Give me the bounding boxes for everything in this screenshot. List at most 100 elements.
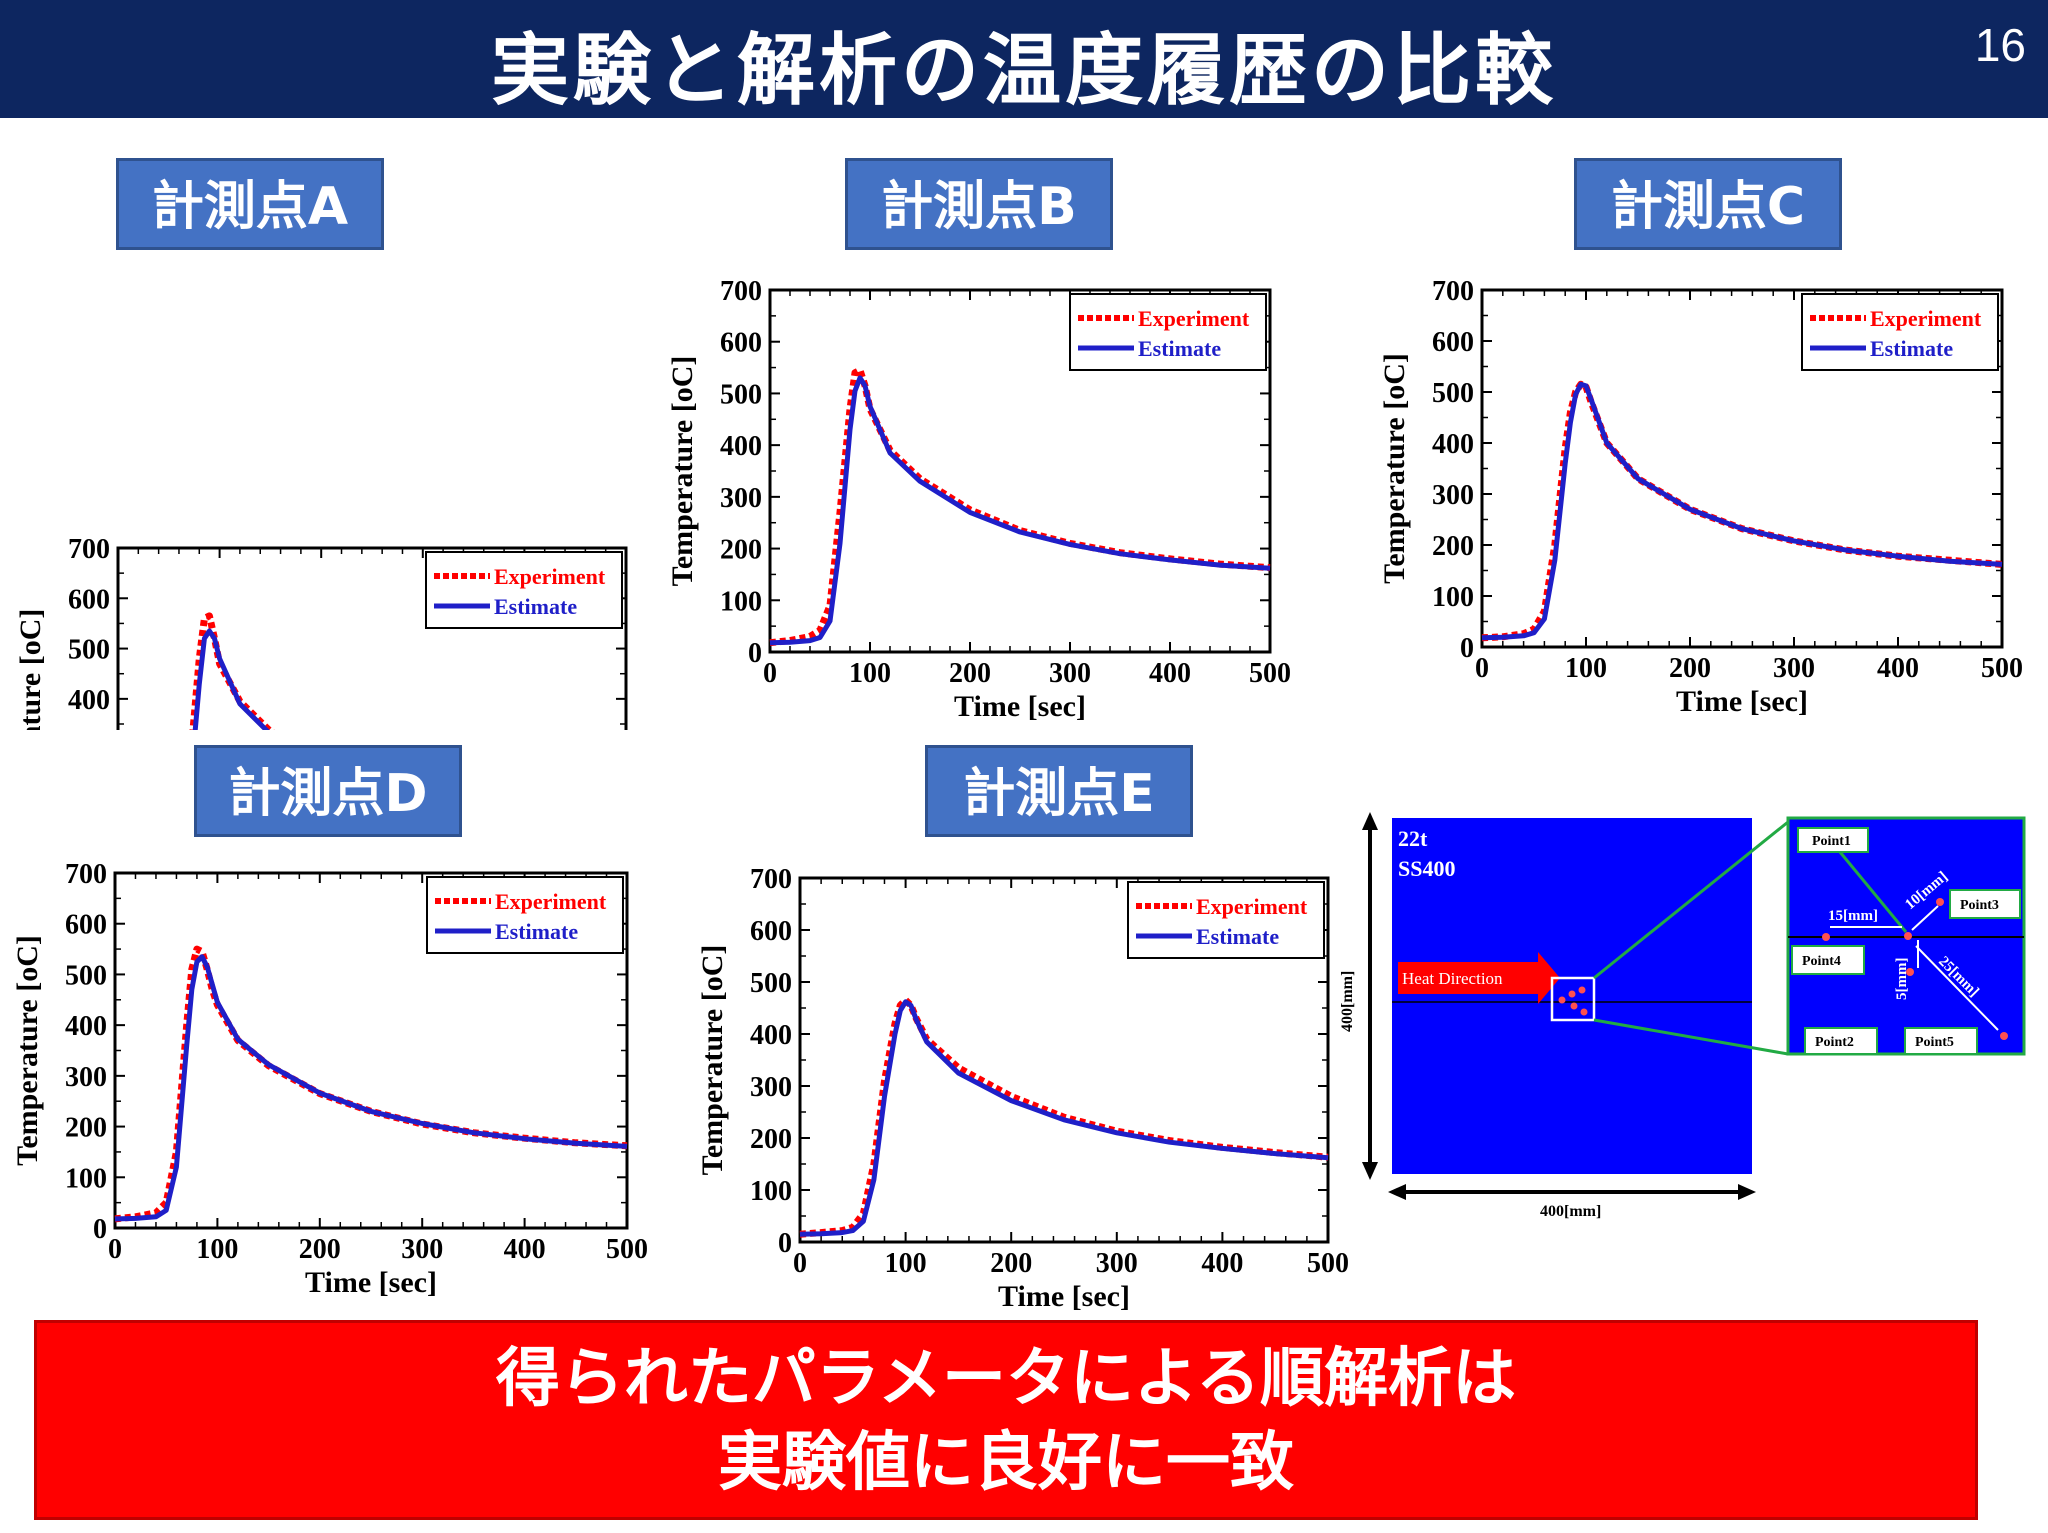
point4-box bbox=[1791, 945, 1865, 975]
x-tick-label: 500 bbox=[1307, 1248, 1349, 1279]
x-tick-label: 0 bbox=[793, 1248, 807, 1279]
chart-point-c: 0 100 200 300 400 500 600 700 0 100 200 300 400 500 Ti… bbox=[1378, 276, 2023, 718]
y-tick-label: 400 bbox=[720, 431, 762, 462]
legend bbox=[1069, 293, 1267, 371]
y-axis-label: Temperature [oC] bbox=[696, 945, 729, 1176]
y-tick-label: 400 bbox=[68, 685, 110, 716]
x-tick-label: 0 bbox=[1475, 653, 1489, 684]
x-tick-label: 300 bbox=[1773, 653, 1815, 684]
x-tick-label: 500 bbox=[1981, 653, 2023, 684]
dim-25mm bbox=[1915, 945, 1999, 1031]
dim-arrow bbox=[1362, 1162, 1378, 1180]
x-axis-label: Time [sec] bbox=[998, 1280, 1130, 1313]
dim-arrow bbox=[1738, 1184, 1756, 1200]
y-tick-label: 400 bbox=[65, 1011, 107, 1042]
point5-box bbox=[1904, 1027, 1978, 1055]
specimen-diagram: 22t SS400 Heat Direction 400[mm] 400[mm]… bbox=[1340, 812, 2026, 1220]
y-tick-label: 200 bbox=[65, 1113, 107, 1144]
point3-box bbox=[1949, 889, 2021, 919]
chart-point-a: 01002003004005006007000100200300400500Ti… bbox=[14, 534, 628, 730]
y-tick-label: 0 bbox=[778, 1228, 792, 1259]
chart-point-b: 0 100 200 300 400 500 600 700 0 100 200 300 400 500 Ti… bbox=[666, 276, 1291, 723]
y-tick-label: 300 bbox=[720, 483, 762, 514]
y-tick-label: 200 bbox=[1432, 531, 1474, 562]
point2-sensor bbox=[1906, 968, 1914, 976]
y-tick-label: 100 bbox=[1432, 582, 1474, 613]
y-tick-label: 600 bbox=[720, 328, 762, 359]
point2-label: Point2 bbox=[1815, 1035, 1854, 1050]
x-tick-label: 400 bbox=[1877, 653, 1919, 684]
series-estimate-line bbox=[114, 954, 628, 1222]
zoom-line-bottom bbox=[1593, 1018, 1789, 1056]
dim-10mm bbox=[1911, 905, 1939, 931]
legend bbox=[426, 876, 624, 954]
y-tick-label: 500 bbox=[1432, 378, 1474, 409]
x-tick-label: 100 bbox=[885, 1248, 927, 1279]
y-tick-label: 0 bbox=[1460, 633, 1474, 664]
y-tick-label: 100 bbox=[750, 1176, 792, 1207]
y-tick-label: 700 bbox=[720, 276, 762, 307]
point1-label: Point1 bbox=[1812, 834, 1851, 849]
legend-label: Experiment bbox=[494, 564, 606, 589]
zoom-line-top bbox=[1593, 820, 1789, 980]
point4-label: Point4 bbox=[1802, 954, 1841, 969]
x-tick-label: 500 bbox=[1249, 658, 1291, 689]
y-tick-label: 100 bbox=[65, 1163, 107, 1194]
page-number: 16 bbox=[1974, 19, 2026, 71]
sensor-dot bbox=[1558, 996, 1566, 1004]
y-tick-label: 100 bbox=[720, 586, 762, 617]
point1-box bbox=[1797, 827, 1869, 853]
dim-vertical-label: 400[mm] bbox=[1340, 971, 1356, 1032]
series-estimate-line bbox=[799, 999, 1329, 1237]
x-tick-label: 200 bbox=[949, 658, 991, 689]
x-tick-label: 200 bbox=[1669, 653, 1711, 684]
series-estimate-line bbox=[769, 375, 1271, 646]
y-tick-label: 700 bbox=[68, 534, 110, 565]
x-tick-label: 300 bbox=[1096, 1248, 1138, 1279]
y-tick-label: 600 bbox=[68, 584, 110, 615]
series-estimate-line bbox=[1481, 381, 2003, 641]
y-axis-label: Temperature [oC] bbox=[11, 935, 44, 1166]
plate-material: SS400 bbox=[1398, 856, 1455, 881]
y-tick-label: 500 bbox=[720, 379, 762, 410]
y-tick-label: 600 bbox=[1432, 327, 1474, 358]
y-tick-label: 500 bbox=[68, 635, 110, 666]
y-tick-label: 700 bbox=[750, 864, 792, 895]
legend-label: Experiment bbox=[1196, 894, 1308, 919]
x-tick-label: 100 bbox=[1565, 653, 1607, 684]
legend-label: Estimate bbox=[1138, 336, 1221, 361]
label-point-d: 計測点D bbox=[194, 745, 462, 837]
x-tick-label: 400 bbox=[504, 1234, 546, 1265]
y-tick-label: 600 bbox=[65, 910, 107, 941]
heat-direction-label: Heat Direction bbox=[1402, 969, 1503, 988]
legend-label: Experiment bbox=[495, 889, 607, 914]
y-axis-label: Temperature [oC] bbox=[666, 356, 699, 587]
center-sensor bbox=[1904, 932, 1912, 940]
point5-label: Point5 bbox=[1915, 1035, 1954, 1050]
x-axis-label: Time [sec] bbox=[305, 1266, 437, 1299]
y-tick-label: 200 bbox=[720, 535, 762, 566]
dim-5mm-label: 5[mm] bbox=[1894, 958, 1910, 1000]
x-tick-label: 200 bbox=[990, 1248, 1032, 1279]
slide-header: 実験と解析の温度履歴の比較 16 bbox=[0, 0, 2048, 118]
y-tick-label: 500 bbox=[750, 968, 792, 999]
y-tick-label: 0 bbox=[748, 638, 762, 669]
x-tick-label: 300 bbox=[401, 1234, 443, 1265]
x-tick-label: 100 bbox=[849, 658, 891, 689]
y-axis-label: Temperature [oC] bbox=[1378, 353, 1411, 584]
conclusion-banner: 得られたパラメータによる順解析は 実験値に良好に一致 bbox=[34, 1320, 1978, 1520]
x-axis-label: Time [sec] bbox=[954, 690, 1086, 723]
y-tick-label: 0 bbox=[93, 1214, 107, 1245]
y-tick-label: 200 bbox=[750, 1124, 792, 1155]
sensor-dot bbox=[1578, 986, 1586, 994]
plate-thickness: 22t bbox=[1398, 826, 1428, 851]
point5-sensor bbox=[2000, 1032, 2008, 1040]
conclusion-line-2: 実験値に良好に一致 bbox=[718, 1426, 1294, 1500]
x-tick-label: 100 bbox=[196, 1234, 238, 1265]
x-tick-label: 200 bbox=[299, 1234, 341, 1265]
conclusion-line-1: 得られたパラメータによる順解析は bbox=[495, 1342, 1517, 1416]
legend-label: Experiment bbox=[1870, 306, 1982, 331]
sensor-dot bbox=[1580, 1008, 1588, 1016]
heat-arrow-head bbox=[1538, 952, 1560, 1004]
x-tick-label: 300 bbox=[1049, 658, 1091, 689]
